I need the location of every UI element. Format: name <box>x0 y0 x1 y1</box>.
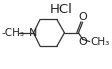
Text: O: O <box>78 12 87 22</box>
Text: O: O <box>78 37 87 47</box>
Text: CH₃: CH₃ <box>91 37 110 47</box>
Text: HCl: HCl <box>50 3 73 16</box>
Text: N: N <box>29 28 38 38</box>
Text: -CH₃: -CH₃ <box>2 28 25 38</box>
